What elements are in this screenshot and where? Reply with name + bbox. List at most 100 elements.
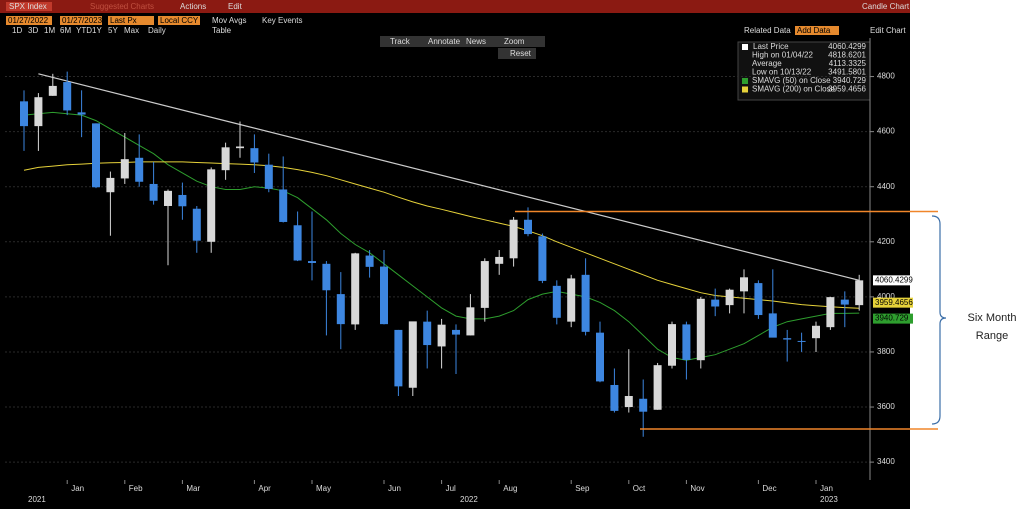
- tool[interactable]: News: [466, 37, 486, 46]
- ticker-box: [6, 2, 52, 11]
- candle-body: [135, 157, 144, 182]
- candle-body: [682, 324, 691, 360]
- y-tick-label: 4600: [877, 127, 895, 136]
- candle-body: [380, 266, 388, 325]
- y-tick-label: 3800: [877, 347, 895, 356]
- x-tick-label: Feb: [129, 484, 143, 493]
- date-box[interactable]: [60, 16, 102, 25]
- period[interactable]: 1D: [12, 26, 22, 35]
- candle-body: [581, 274, 590, 332]
- tool[interactable]: Track: [390, 37, 411, 46]
- candle-body: [236, 146, 244, 149]
- y-tick-label: 3600: [877, 402, 895, 411]
- legend-name: High on 01/04/22: [752, 51, 813, 60]
- actions[interactable]: Actions: [180, 2, 206, 11]
- related-data[interactable]: Related Data: [744, 26, 791, 35]
- trendline: [38, 73, 860, 281]
- y-tick-label: 4400: [877, 182, 895, 191]
- ma-line: [23, 161, 860, 309]
- candle-body: [754, 283, 763, 316]
- field-box[interactable]: [108, 16, 154, 25]
- ccy-box[interactable]: [158, 16, 200, 25]
- candle-body: [279, 189, 288, 222]
- x-tick-label: Apr: [258, 484, 271, 493]
- legend-name: Last Price: [753, 42, 789, 51]
- candle-body: [668, 324, 676, 366]
- tool[interactable]: Annotate: [428, 37, 461, 46]
- candle-body: [624, 396, 633, 408]
- currency[interactable]: Local CCY: [160, 16, 199, 25]
- price-tag-label: 3940.729: [875, 314, 909, 323]
- frequency[interactable]: Daily: [148, 26, 166, 35]
- legend-value: 4113.3325: [829, 59, 867, 68]
- candle-body: [408, 321, 417, 388]
- legend-value: 4818.6201: [828, 51, 866, 60]
- candle-body: [840, 299, 849, 305]
- legend-swatch: [742, 78, 748, 84]
- candle-body: [322, 263, 331, 291]
- period[interactable]: Max: [124, 26, 139, 35]
- candle-body: [509, 219, 518, 259]
- mov-avgs[interactable]: Mov Avgs: [212, 16, 247, 25]
- candle-body: [264, 164, 273, 189]
- suggested: Suggested Charts: [90, 2, 154, 11]
- candle-body: [250, 148, 259, 163]
- start-date[interactable]: 01/27/2022: [8, 16, 49, 25]
- candle-body: [596, 332, 604, 382]
- period[interactable]: YTD: [76, 26, 92, 35]
- period[interactable]: 6M: [60, 26, 71, 35]
- candle-body: [653, 365, 662, 410]
- key-events[interactable]: Key Events: [262, 16, 302, 25]
- candle-body: [77, 112, 86, 115]
- period[interactable]: 3D: [28, 26, 38, 35]
- legend-value: 3491.5801: [828, 68, 866, 77]
- candle-body: [783, 338, 792, 340]
- chart-kind: Candle Chart: [862, 2, 910, 11]
- edit-chart[interactable]: Edit Chart: [870, 26, 906, 35]
- candle-body: [797, 340, 806, 342]
- year-label: 2023: [820, 495, 838, 504]
- table[interactable]: Table: [212, 26, 232, 35]
- add-data[interactable]: Add Data: [797, 26, 831, 35]
- candle-body: [855, 280, 864, 306]
- add-data-box[interactable]: [795, 26, 839, 35]
- legend-name: Low on 10/13/22: [752, 68, 812, 77]
- y-tick-label: 4200: [877, 237, 895, 246]
- y-tick-label: 4800: [877, 72, 895, 81]
- y-tick-label: 4000: [877, 292, 895, 301]
- candle-body: [524, 219, 532, 235]
- edit[interactable]: Edit: [228, 2, 243, 11]
- brace: [931, 215, 947, 425]
- candle-body: [63, 82, 72, 111]
- end-date[interactable]: 01/27/2023: [62, 16, 103, 25]
- candle-body: [552, 285, 561, 318]
- candle-body: [711, 299, 720, 307]
- candle-body: [826, 297, 835, 328]
- candle-body: [639, 398, 648, 412]
- legend-name: SMAVG (50) on Close: [752, 76, 831, 85]
- candle-body: [452, 329, 460, 335]
- x-tick-label: Mar: [186, 484, 200, 493]
- tool[interactable]: Zoom: [504, 37, 525, 46]
- period[interactable]: 1Y: [92, 26, 102, 35]
- period[interactable]: 1M: [44, 26, 55, 35]
- date-box[interactable]: [6, 16, 52, 25]
- candle-body: [567, 278, 576, 322]
- candle-body: [20, 101, 28, 127]
- candle-body: [725, 289, 734, 306]
- reset[interactable]: Reset: [510, 49, 532, 58]
- legend-value: 3940.729: [833, 76, 867, 85]
- reset-box[interactable]: [498, 48, 536, 59]
- annotation: Range: [976, 330, 1008, 342]
- candle-body: [221, 147, 230, 171]
- annotation: Six Month: [968, 312, 1017, 324]
- price-field[interactable]: Last Px: [110, 16, 137, 25]
- candle-body: [48, 85, 57, 96]
- x-tick-label: Oct: [633, 484, 646, 493]
- candle-body: [696, 298, 705, 361]
- candle-body: [466, 307, 475, 336]
- period[interactable]: 5Y: [108, 26, 118, 35]
- candle-body: [480, 261, 489, 308]
